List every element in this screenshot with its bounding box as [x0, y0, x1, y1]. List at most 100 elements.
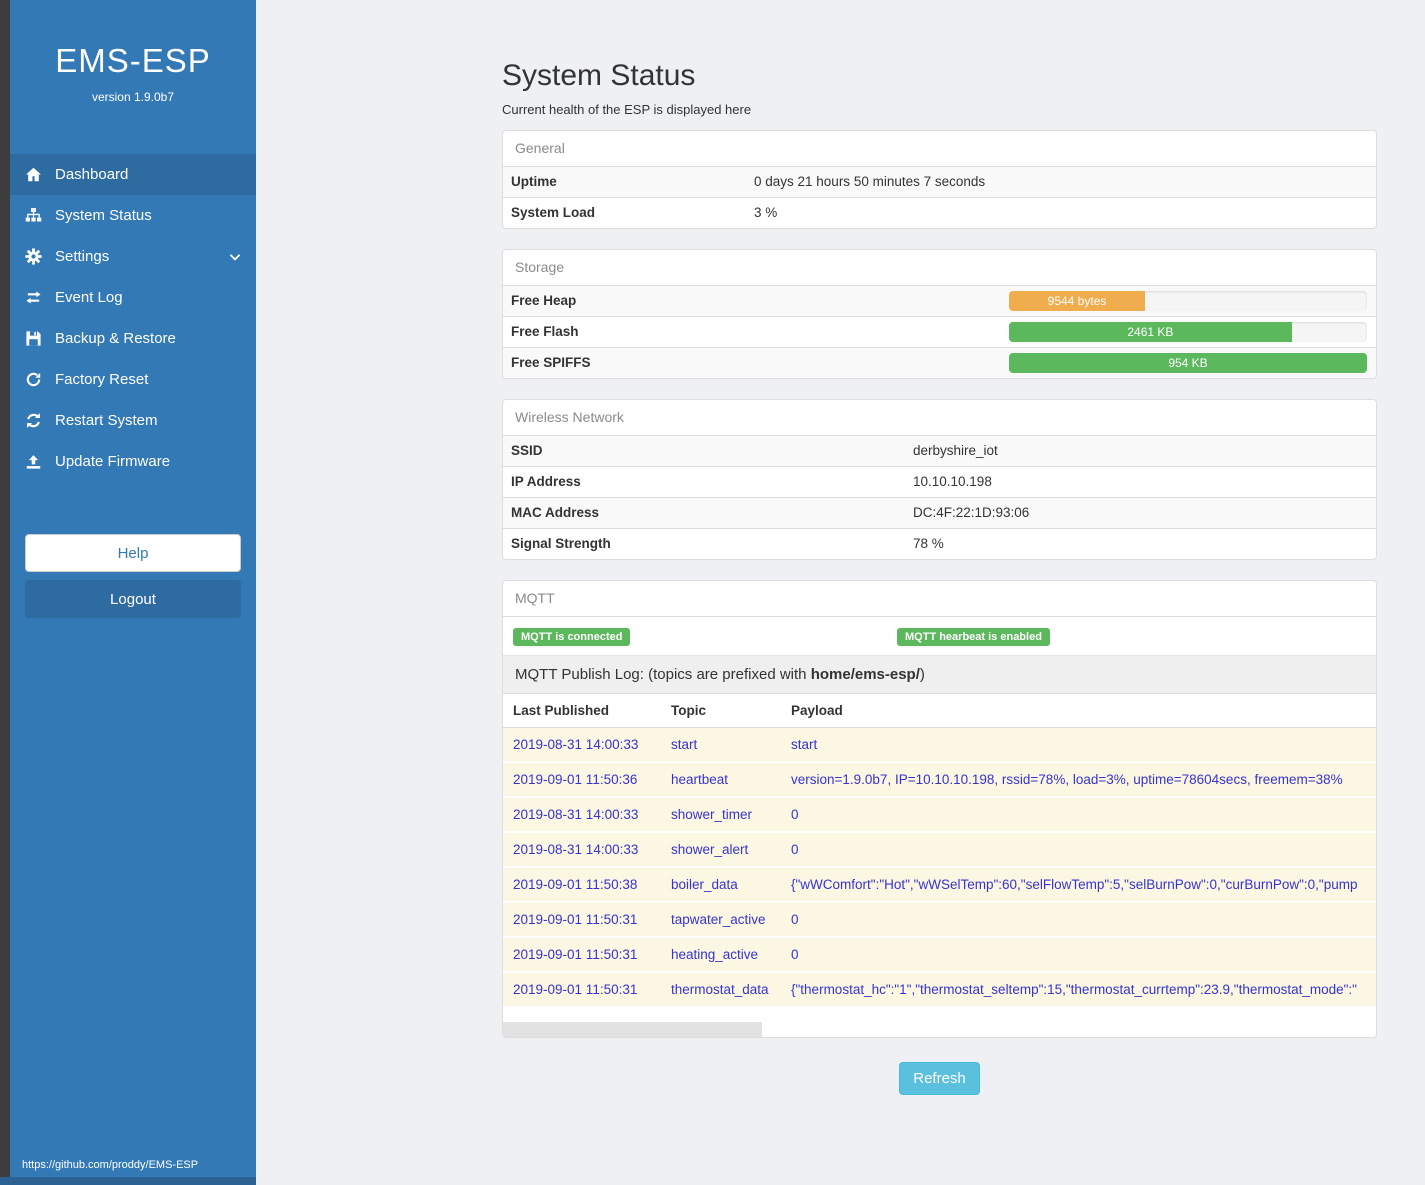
- sidebar-item-factory-reset[interactable]: Factory Reset: [10, 359, 256, 400]
- nav-label: System Status: [55, 207, 152, 224]
- sidebar-item-backup-restore[interactable]: Backup & Restore: [10, 318, 256, 359]
- log-topic[interactable]: thermostat_data: [661, 971, 781, 1006]
- nav-label: Restart System: [55, 412, 158, 429]
- refresh-row: Refresh: [502, 1062, 1377, 1095]
- column-header: Payload: [781, 694, 1376, 728]
- log-timestamp[interactable]: 2019-09-01 11:50:38: [503, 866, 661, 902]
- wireless-table: SSID derbyshire_iot IP Address 10.10.10.…: [503, 436, 1376, 559]
- app-version: version 1.9.0b7: [91, 90, 175, 104]
- log-timestamp[interactable]: 2019-08-31 14:00:33: [503, 796, 661, 832]
- log-timestamp[interactable]: 2019-08-31 14:00:33: [503, 727, 661, 762]
- sidebar-item-dashboard[interactable]: Dashboard: [10, 154, 256, 195]
- publish-log-prefix: MQTT Publish Log: (topics are prefixed w…: [515, 666, 811, 683]
- mqtt-log-row: 2019-08-31 14:00:33 shower_alert 0: [503, 831, 1376, 867]
- row-label: Signal Strength: [503, 528, 905, 559]
- table-row: Uptime 0 days 21 hours 50 minutes 7 seco…: [503, 167, 1376, 198]
- sidebar-item-restart-system[interactable]: Restart System: [10, 400, 256, 441]
- mqtt-panel-heading: MQTT: [503, 581, 1376, 617]
- log-topic[interactable]: shower_timer: [661, 796, 781, 832]
- table-row: IP Address 10.10.10.198: [503, 466, 1376, 498]
- log-timestamp[interactable]: 2019-08-31 14:00:33: [503, 831, 661, 867]
- row-value: derbyshire_iot: [905, 436, 1376, 467]
- scrollbar-thumb[interactable]: [503, 1022, 762, 1037]
- log-payload[interactable]: 0: [781, 796, 1376, 832]
- progress-bar: 954 KB: [1009, 353, 1367, 373]
- sidebar-nav: Dashboard System Status Settings: [10, 154, 256, 482]
- log-timestamp[interactable]: 2019-09-01 11:50:36: [503, 761, 661, 797]
- app-title: EMS-ESP: [55, 42, 211, 79]
- nav-label: Update Firmware: [55, 453, 171, 470]
- table-row: SSID derbyshire_iot: [503, 436, 1376, 467]
- row-label: Free SPIFFS: [503, 347, 1001, 378]
- general-panel-heading: General: [503, 131, 1376, 167]
- sidebar-item-settings[interactable]: Settings: [10, 236, 256, 277]
- log-payload[interactable]: 0: [781, 831, 1376, 867]
- log-topic[interactable]: boiler_data: [661, 866, 781, 902]
- storage-table: Free Heap 9544 bytes Free Flash 2461 KB: [503, 286, 1376, 378]
- sidebar-item-system-status[interactable]: System Status: [10, 195, 256, 236]
- log-payload[interactable]: 0: [781, 901, 1376, 937]
- mqtt-publish-log-title: MQTT Publish Log: (topics are prefixed w…: [503, 655, 1376, 694]
- mqtt-log-row: 2019-09-01 11:50:31 heating_active 0: [503, 936, 1376, 972]
- refresh-icon: [24, 412, 42, 430]
- mqtt-log-row: 2019-08-31 14:00:33 shower_timer 0: [503, 796, 1376, 832]
- storage-panel-heading: Storage: [503, 250, 1376, 286]
- table-row: System Load 3 %: [503, 197, 1376, 228]
- refresh-button[interactable]: Refresh: [899, 1062, 980, 1095]
- log-payload[interactable]: {"thermostat_hc":"1","thermostat_seltemp…: [781, 971, 1376, 1006]
- save-icon: [24, 330, 42, 348]
- log-topic[interactable]: heating_active: [661, 936, 781, 972]
- table-row: Free Heap 9544 bytes: [503, 286, 1376, 317]
- github-link[interactable]: https://github.com/proddy/EMS-ESP: [22, 1159, 199, 1171]
- log-payload[interactable]: {"wWComfort":"Hot","wWSelTemp":60,"selFl…: [781, 866, 1376, 902]
- row-value: 0 days 21 hours 50 minutes 7 seconds: [746, 167, 1376, 198]
- row-label: Uptime: [503, 167, 746, 198]
- mqtt-panel: MQTT MQTT is connected MQTT hearbeat is …: [502, 580, 1377, 1038]
- sitemap-icon: [24, 207, 42, 225]
- general-panel: General Uptime 0 days 21 hours 50 minute…: [502, 130, 1377, 229]
- storage-panel: Storage Free Heap 9544 bytes Free Flash: [502, 249, 1377, 379]
- log-payload[interactable]: start: [781, 727, 1376, 762]
- row-value: 3 %: [746, 197, 1376, 228]
- nav-label: Event Log: [55, 289, 123, 306]
- row-label: IP Address: [503, 466, 905, 498]
- row-value: 954 KB: [1001, 347, 1376, 378]
- progress-bar: 9544 bytes: [1009, 291, 1367, 311]
- mqtt-log-row: 2019-09-01 11:50:31 thermostat_data {"th…: [503, 971, 1376, 1006]
- horizontal-scrollbar[interactable]: [503, 1022, 1376, 1037]
- log-timestamp[interactable]: 2019-09-01 11:50:31: [503, 971, 661, 1006]
- log-timestamp[interactable]: 2019-09-01 11:50:31: [503, 901, 661, 937]
- log-topic[interactable]: shower_alert: [661, 831, 781, 867]
- column-header: Last Published: [503, 694, 661, 728]
- row-label: SSID: [503, 436, 905, 467]
- help-button[interactable]: Help: [25, 534, 241, 572]
- nav-label: Factory Reset: [55, 371, 149, 388]
- table-row: Signal Strength 78 %: [503, 528, 1376, 559]
- log-payload[interactable]: version=1.9.0b7, IP=10.10.10.198, rssid=…: [781, 761, 1376, 797]
- row-label: MAC Address: [503, 497, 905, 529]
- page-title: System Status: [502, 59, 696, 92]
- mqtt-heartbeat-badge: MQTT hearbeat is enabled: [897, 628, 1050, 646]
- sidebar-item-update-firmware[interactable]: Update Firmware: [10, 441, 256, 482]
- column-header: Topic: [661, 694, 781, 728]
- log-payload[interactable]: 0: [781, 936, 1376, 972]
- log-topic[interactable]: start: [661, 727, 781, 762]
- row-label: System Load: [503, 197, 746, 228]
- sidebar-bottom-strip: [0, 1177, 256, 1185]
- rotate-icon: [24, 371, 42, 389]
- sidebar: EMS-ESP version 1.9.0b7 Dashboard System…: [0, 0, 256, 1185]
- log-topic[interactable]: heartbeat: [661, 761, 781, 797]
- log-timestamp[interactable]: 2019-09-01 11:50:31: [503, 936, 661, 972]
- upload-icon: [24, 453, 42, 471]
- sidebar-item-event-log[interactable]: Event Log: [10, 277, 256, 318]
- progress-fill: 9544 bytes: [1009, 291, 1146, 311]
- mqtt-log-row: 2019-08-31 14:00:33 start start: [503, 727, 1376, 762]
- exchange-icon: [24, 289, 42, 307]
- mqtt-log-header-row: Last Published Topic Payload: [503, 694, 1376, 728]
- nav-label: Dashboard: [55, 166, 129, 183]
- log-topic[interactable]: tapwater_active: [661, 901, 781, 937]
- mqtt-log-row: 2019-09-01 11:50:31 tapwater_active 0: [503, 901, 1376, 937]
- mqtt-log-row: 2019-09-01 11:50:38 boiler_data {"wWComf…: [503, 866, 1376, 902]
- logout-button[interactable]: Logout: [25, 580, 241, 618]
